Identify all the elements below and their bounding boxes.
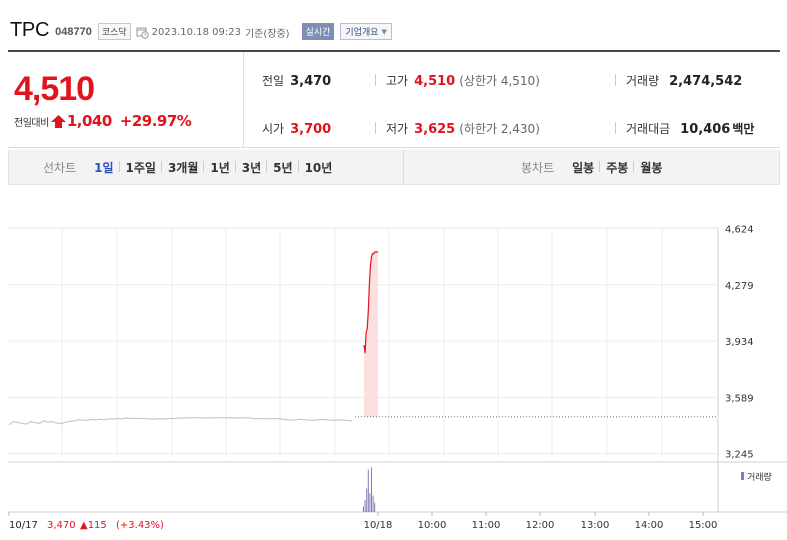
candle-chart-title: 봉차트 xyxy=(521,160,555,175)
tab-weekly-candle[interactable]: 주봉 xyxy=(599,159,634,176)
prev-day-change: ▲115 xyxy=(80,520,107,531)
trade-amount: 거래대금 10,406 백만 xyxy=(626,120,754,137)
current-price-box: 4,510 전일대비 1,040 +29.97% xyxy=(8,52,244,148)
price-change-row: 전일대비 1,040 +29.97% xyxy=(14,112,192,130)
chevron-down-icon: ▼ xyxy=(381,27,387,36)
amount-unit: 백만 xyxy=(732,122,755,136)
today-price-line xyxy=(363,251,378,354)
candle-chart-tabs: 봉차트 일봉 주봉 월봉 xyxy=(521,150,668,184)
line-chart-tabs: 선차트 1일 1주일 3개월 1년 3년 5년 10년 xyxy=(43,150,338,184)
x-tick-label: 10/18 xyxy=(364,520,393,531)
low-label: 저가 xyxy=(386,122,409,136)
volume-bar xyxy=(367,469,369,512)
diff-value: 1,040 xyxy=(66,112,112,130)
quote-basis: 기준(장중) xyxy=(244,28,290,40)
divider xyxy=(375,74,376,86)
y-tick-label: 4,624 xyxy=(725,225,754,236)
prev-close-value: 3,470 xyxy=(290,74,332,89)
volume-bar xyxy=(372,495,374,512)
stock-code: 048770 xyxy=(55,26,92,38)
volume-value: 2,474,542 xyxy=(669,74,743,89)
volume-bar xyxy=(371,467,372,512)
divider xyxy=(375,122,376,134)
low-value: 3,625 xyxy=(414,122,456,137)
current-price: 4,510 xyxy=(14,70,95,108)
market-badge: 코스닥 xyxy=(97,23,131,40)
volume-bar xyxy=(369,493,371,512)
diff-percent: +29.97% xyxy=(119,112,192,130)
day-open: 시가 3,700 xyxy=(262,120,331,137)
line-chart-title: 선차트 xyxy=(43,160,77,175)
divider xyxy=(403,150,404,184)
tab-1day[interactable]: 1일 xyxy=(94,160,114,175)
tab-3year[interactable]: 3년 xyxy=(234,159,267,176)
x-tick-label: 14:00 xyxy=(635,520,664,531)
lower-limit: (하한가 2,430) xyxy=(459,122,540,136)
company-overview-label: 기업개요 xyxy=(345,28,379,38)
today-area-fill xyxy=(364,251,378,417)
price-summary: 4,510 전일대비 1,040 +29.97% 전일 3,470 고가 4,5… xyxy=(8,50,780,148)
price-chart-svg: 4,624 4,279 3,934 3,589 3,245 10/18 10:00 11:00… xyxy=(8,225,787,531)
prev-day-close: 3,470 xyxy=(47,520,76,531)
amount-label: 거래대금 xyxy=(626,122,671,136)
realtime-badge[interactable]: 실시간 xyxy=(301,23,335,40)
day-high: 고가 4,510 (상한가 4,510) xyxy=(386,72,540,89)
open-label: 시가 xyxy=(262,122,285,136)
tab-1year[interactable]: 1년 xyxy=(203,159,235,176)
stock-name: TPC xyxy=(10,18,50,41)
volume-bar xyxy=(364,500,366,512)
up-arrow-icon xyxy=(50,114,66,128)
prev-close: 전일 3,470 xyxy=(262,72,331,89)
volume-legend: 거래량 xyxy=(747,471,772,483)
clock-icon xyxy=(136,27,149,39)
x-tick-label: 10:00 xyxy=(418,520,447,531)
x-tick-label: 11:00 xyxy=(472,520,501,531)
amount-value: 10,406 xyxy=(680,122,731,137)
volume-bar xyxy=(366,488,368,512)
prev-day-line xyxy=(8,416,353,426)
x-tick-label: 13:00 xyxy=(581,520,610,531)
y-tick-label: 3,245 xyxy=(725,450,754,461)
open-value: 3,700 xyxy=(290,122,332,137)
tab-5year[interactable]: 5년 xyxy=(266,159,298,176)
divider xyxy=(615,122,616,134)
high-label: 고가 xyxy=(386,74,409,88)
day-low: 저가 3,625 (하한가 2,430) xyxy=(386,120,540,137)
upper-limit: (상한가 4,510) xyxy=(459,74,540,88)
tab-3month[interactable]: 3개월 xyxy=(160,159,204,176)
divider xyxy=(615,74,616,86)
intraday-chart: 4,624 4,279 3,934 3,589 3,245 10/18 10:00 11:00… xyxy=(0,195,787,540)
stock-header: TPC 048770 코스닥 2023.10.18 09:23 기준(장중) 실… xyxy=(10,18,392,42)
volume-bar xyxy=(363,506,364,512)
volume-legend-swatch xyxy=(741,472,744,480)
y-tick-label: 3,934 xyxy=(725,337,754,348)
y-tick-label: 4,279 xyxy=(725,281,754,292)
y-tick-label: 3,589 xyxy=(725,393,754,404)
prev-day-change-pct: (+3.43%) xyxy=(116,520,164,531)
diff-label: 전일대비 xyxy=(14,117,49,129)
tab-monthly-candle[interactable]: 월봉 xyxy=(633,159,668,176)
prev-close-label: 전일 xyxy=(262,74,285,88)
x-tick-label: 12:00 xyxy=(526,520,555,531)
high-value: 4,510 xyxy=(414,74,456,89)
volume-bar xyxy=(374,502,376,512)
tab-1week[interactable]: 1주일 xyxy=(118,159,162,176)
tab-daily-candle[interactable]: 일봉 xyxy=(572,160,595,175)
x-tick-label: 15:00 xyxy=(689,520,718,531)
quote-datetime: 2023.10.18 09:23 xyxy=(151,26,241,38)
period-tab-bar: 선차트 1일 1주일 3개월 1년 3년 5년 10년 봉차트 일봉 주봉 월봉 xyxy=(8,150,780,185)
tab-10year[interactable]: 10년 xyxy=(297,159,339,176)
company-overview-button[interactable]: 기업개요 ▼ xyxy=(340,23,392,40)
prev-day-label: 10/17 xyxy=(9,520,38,531)
volume-label: 거래량 xyxy=(626,74,660,88)
volume: 거래량 2,474,542 xyxy=(626,72,742,89)
